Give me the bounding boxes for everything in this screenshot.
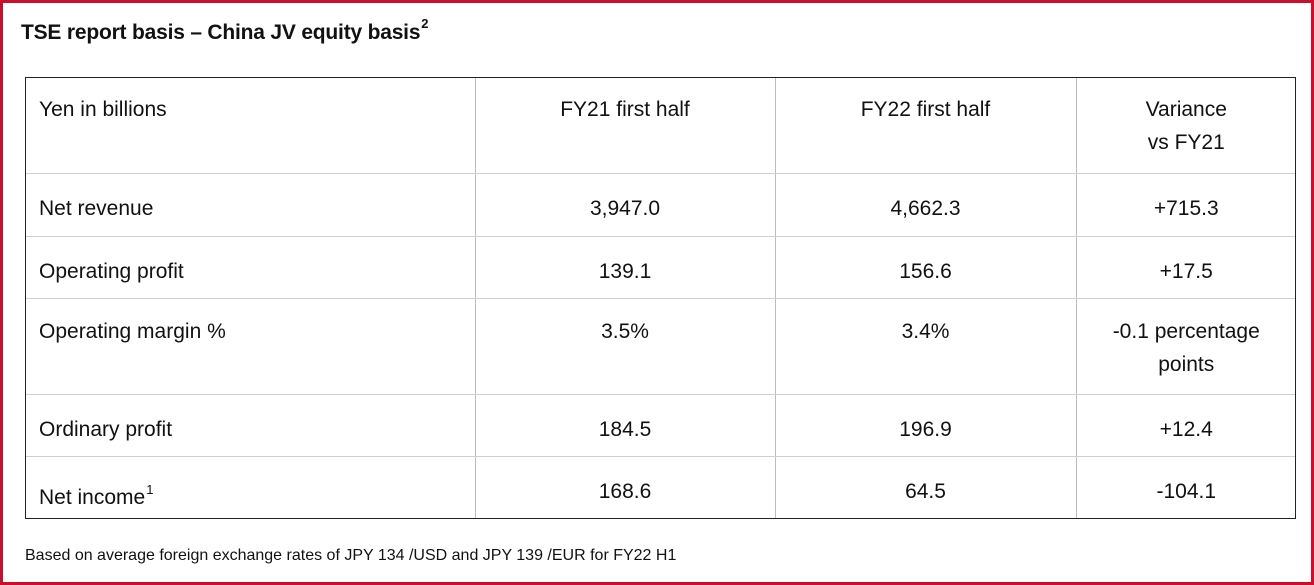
header-cell-unit: Yen in billions bbox=[25, 77, 475, 174]
row-label: Net revenue bbox=[25, 173, 475, 237]
footnote: Based on average foreign exchange rates … bbox=[25, 547, 677, 564]
cell-variance: +12.4 bbox=[1075, 394, 1296, 457]
title-text: TSE report basis – China JV equity basis bbox=[21, 21, 421, 44]
table-row: Operating margin % 3.5% 3.4% -0.1 percen… bbox=[25, 298, 1296, 395]
page-title: TSE report basis – China JV equity basis… bbox=[21, 16, 429, 45]
cell-fy21: 168.6 bbox=[474, 456, 775, 519]
cell-fy22: 156.6 bbox=[774, 236, 1076, 299]
cell-variance: +715.3 bbox=[1075, 173, 1296, 237]
cell-fy21: 184.5 bbox=[474, 394, 775, 457]
cell-fy22: 3.4% bbox=[774, 298, 1076, 395]
cell-fy21: 3,947.0 bbox=[474, 173, 775, 237]
financial-table: Yen in billions FY21 first half FY22 fir… bbox=[25, 77, 1296, 519]
cell-variance: +17.5 bbox=[1075, 236, 1296, 299]
title-footnote-marker: 2 bbox=[421, 16, 429, 31]
header-cell-fy21: FY21 first half bbox=[474, 77, 775, 174]
table-row: Ordinary profit 184.5 196.9 +12.4 bbox=[25, 394, 1296, 457]
header-cell-variance: Variance vs FY21 bbox=[1075, 77, 1296, 174]
row-label: Ordinary profit bbox=[25, 394, 475, 457]
cell-fy21: 139.1 bbox=[474, 236, 775, 299]
cell-fy21: 3.5% bbox=[474, 298, 775, 395]
cell-fy22: 64.5 bbox=[774, 456, 1076, 519]
cell-fy22: 4,662.3 bbox=[774, 173, 1076, 237]
cell-fy22: 196.9 bbox=[774, 394, 1076, 457]
table-row: Net income1 168.6 64.5 -104.1 bbox=[25, 456, 1296, 519]
row-label: Operating profit bbox=[25, 236, 475, 299]
table-row: Operating profit 139.1 156.6 +17.5 bbox=[25, 236, 1296, 299]
cell-variance: -0.1 percentage points bbox=[1075, 298, 1296, 395]
table-header-row: Yen in billions FY21 first half FY22 fir… bbox=[25, 77, 1296, 174]
header-cell-fy22: FY22 first half bbox=[774, 77, 1076, 174]
row-label: Net income1 bbox=[25, 456, 475, 519]
row-footnote-marker: 1 bbox=[146, 481, 154, 497]
row-label: Operating margin % bbox=[25, 298, 475, 395]
cell-variance: -104.1 bbox=[1075, 456, 1296, 519]
table-row: Net revenue 3,947.0 4,662.3 +715.3 bbox=[25, 173, 1296, 237]
